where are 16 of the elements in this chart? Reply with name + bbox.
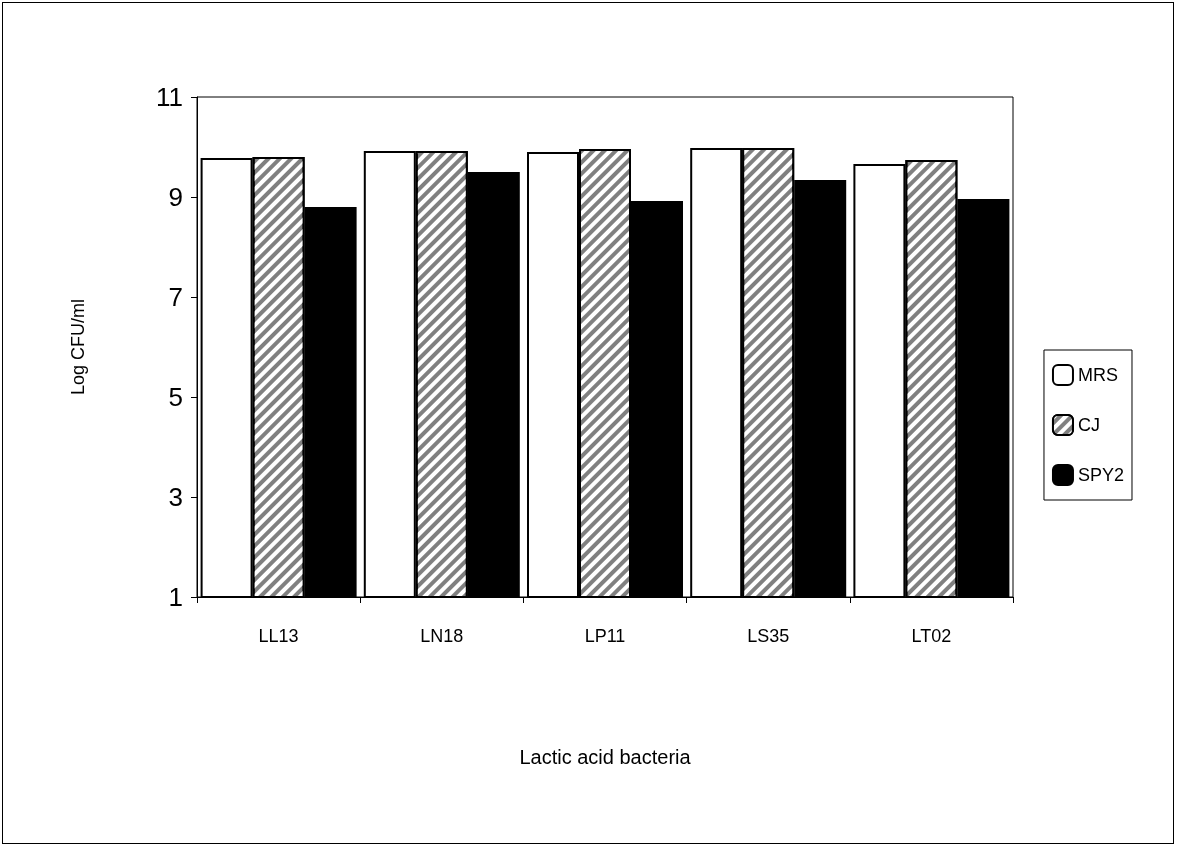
y-tick-label: 1	[168, 582, 183, 612]
y-tick-label: 3	[168, 482, 183, 512]
legend-label: CJ	[1077, 415, 1100, 435]
legend-label: SPY2	[1077, 465, 1124, 485]
x-tick-label: LN18	[420, 626, 464, 646]
legend-label: MRS	[1077, 365, 1118, 385]
y-tick-label: 9	[168, 182, 183, 212]
y-tick-label: 11	[156, 82, 183, 112]
x-tick-label: LS35	[747, 626, 790, 646]
y-axis-title: Log CFU/ml	[68, 298, 88, 396]
x-tick-label: LP11	[584, 626, 626, 646]
y-tick-label: 7	[168, 282, 183, 312]
x-tick-label: LT02	[911, 626, 952, 646]
x-tick-label: LL13	[258, 626, 299, 646]
y-tick-label: 5	[168, 382, 183, 412]
x-axis-title: Lactic acid bacteria	[519, 746, 692, 768]
